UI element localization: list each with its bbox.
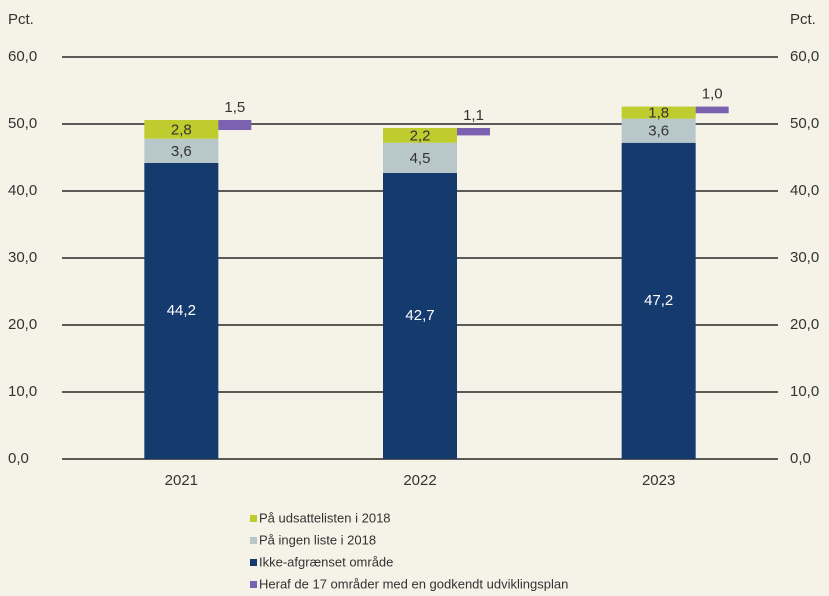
bar-segment [621,118,696,143]
data-label: 4,5 [410,150,431,167]
legend-label: Ikke-afgrænset område [259,554,393,569]
y-tick-label: 20,0 [8,316,37,333]
data-label: 3,6 [648,123,669,140]
bar-segment [218,119,252,131]
y-axis-label: Pct. [8,11,34,28]
data-label: 1,0 [702,86,723,103]
y-tick-label: 30,0 [8,249,37,266]
x-tick-label: 2021 [165,472,198,489]
bar-segment [383,128,457,143]
y2-tick-label: 40,0 [790,182,819,199]
bar-segment [457,128,490,136]
data-label: 42,7 [405,307,434,324]
legend-swatch [250,537,257,544]
bar-segment [144,138,219,163]
y-tick-label: 0,0 [8,450,29,467]
bar-segment [383,172,457,459]
bar-segment [621,142,696,459]
bar-segment [144,119,219,139]
y2-tick-label: 60,0 [790,48,819,65]
y2-tick-label: 20,0 [790,316,819,333]
y2-tick-label: 10,0 [790,383,819,400]
y-tick-label: 50,0 [8,115,37,132]
y2-axis-label: Pct. [790,11,816,28]
data-label: 3,6 [171,143,192,160]
data-label: 1,1 [463,107,484,124]
data-label: 44,2 [167,302,196,319]
data-label: 2,8 [171,121,192,138]
x-tick-label: 2022 [403,472,436,489]
bar-segment [695,106,729,114]
bar-segment [621,106,696,119]
data-label: 1,5 [224,99,245,116]
legend-label: På ingen liste i 2018 [259,532,376,547]
bar-segment [383,142,457,173]
data-label: 2,2 [410,127,431,144]
y2-tick-label: 50,0 [790,115,819,132]
legend-label: På udsattelisten i 2018 [259,510,391,525]
y-tick-label: 10,0 [8,383,37,400]
y2-tick-label: 0,0 [790,450,811,467]
legend-swatch [250,515,257,522]
y-tick-label: 40,0 [8,182,37,199]
data-label: 1,8 [648,105,669,122]
legend-swatch [250,559,257,566]
bar-segment [144,162,219,460]
legend-swatch [250,581,257,588]
x-tick-label: 2023 [642,472,675,489]
data-label: 47,2 [644,292,673,309]
legend-label: Heraf de 17 områder med en godkendt udvi… [259,576,568,591]
y2-tick-label: 30,0 [790,249,819,266]
y-tick-label: 60,0 [8,48,37,65]
